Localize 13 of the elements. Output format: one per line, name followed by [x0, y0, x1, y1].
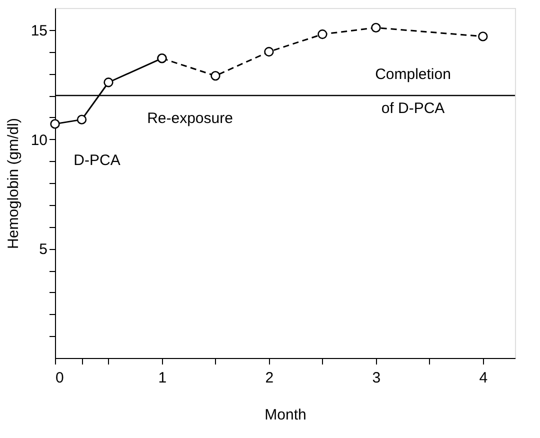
- x-tick-label: 2: [265, 370, 274, 386]
- annotation: Re-exposure: [147, 110, 233, 127]
- x-tick-label: 1: [158, 370, 167, 386]
- annotation: D-PCA: [74, 152, 120, 169]
- annotation: Completion of D-PCA: [375, 66, 451, 117]
- y-tick-label: 5: [39, 241, 48, 258]
- y-axis-title: Hemoglobin (gm/dl): [4, 118, 22, 249]
- x-axis-title: Month: [264, 406, 306, 424]
- x-tick-label: 3: [372, 370, 381, 386]
- x-tick-label: 4: [479, 370, 488, 386]
- x-tick-label: 0: [56, 370, 64, 386]
- y-tick-label: 15: [30, 22, 48, 40]
- y-tick-label: 10: [30, 132, 48, 149]
